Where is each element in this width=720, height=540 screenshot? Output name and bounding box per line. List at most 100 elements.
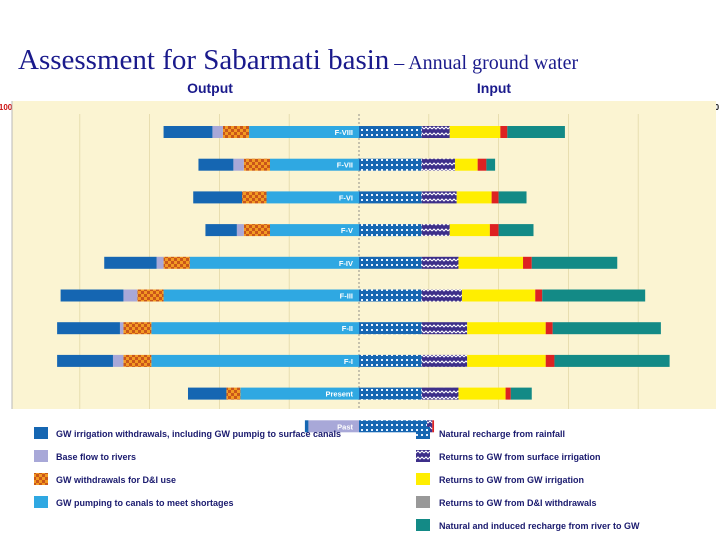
- legend-label: Returns to GW from D&I withdrawals: [439, 498, 597, 508]
- bar-segment-input: [461, 289, 536, 302]
- bar-segment-output: [308, 420, 359, 433]
- bar-segment-input: [421, 289, 462, 302]
- bar-segment-output: [243, 158, 271, 171]
- bar-segment-input: [359, 126, 422, 138]
- bar-segment-output: [233, 158, 244, 171]
- bar-segment-output: [242, 191, 267, 204]
- legend: GW irrigation withdrawals, including GW …: [34, 427, 640, 531]
- bar-segment-input: [489, 224, 499, 237]
- legend-label: Returns to GW from GW irrigation: [439, 475, 584, 485]
- bar-segment-input: [545, 322, 553, 335]
- legend-label: GW pumping to canals to meet shortages: [56, 498, 234, 508]
- legend-swatch: [34, 496, 48, 508]
- bar-segment-output: [151, 322, 359, 335]
- bar-segment-input: [449, 126, 501, 138]
- bar-segment-output: [198, 158, 234, 171]
- bar-segment-output: [270, 224, 359, 237]
- bar-segment-output: [189, 256, 359, 269]
- bar-segment-output: [193, 191, 243, 204]
- bar-segment-input: [507, 126, 565, 138]
- bar-segment-input: [421, 126, 450, 138]
- bar-segment-input: [554, 354, 670, 367]
- axis-headers: Output Input: [187, 80, 511, 96]
- bar-segment-output: [163, 256, 190, 269]
- category-label: F-IV: [339, 259, 353, 268]
- bar-segment-output: [104, 256, 157, 269]
- bar-segment-output: [137, 289, 164, 302]
- bar-segment-input: [421, 191, 457, 204]
- slide-title: Assessment for Sabarmati basin – Annual …: [18, 44, 578, 77]
- bar-segment-input: [449, 224, 490, 237]
- bar-segment-output: [123, 322, 152, 335]
- bar-segment-output: [119, 322, 124, 335]
- bar-segment-output: [226, 387, 241, 400]
- bar-segment-input: [421, 256, 459, 269]
- bar-segment-input: [486, 158, 496, 171]
- bar-segment-input: [421, 354, 468, 367]
- bar-segment-output: [304, 420, 309, 433]
- category-label: F-VII: [337, 161, 353, 170]
- bars: F-VIII F-VII F-VI F-V F-IV F-III F-II F-I Presen…: [57, 126, 670, 433]
- bar-segment-input: [421, 322, 468, 335]
- bar-segment-output: [123, 289, 138, 302]
- bar-segment-input: [552, 322, 661, 335]
- bar-segment-input: [454, 158, 478, 171]
- category-label: F-I: [344, 357, 353, 366]
- bar-segment-input: [542, 289, 646, 302]
- legend-swatch: [416, 450, 430, 462]
- legend-label: Returns to GW from surface irrigation: [439, 452, 601, 462]
- bar-segment-input: [359, 256, 422, 269]
- bar-segment-input: [456, 191, 492, 204]
- bar-segment-output: [266, 191, 359, 204]
- bar-segment-input: [359, 322, 422, 335]
- bar-segment-input: [359, 289, 422, 302]
- bar-segment-input: [498, 224, 534, 237]
- bar-segment-input: [421, 224, 450, 237]
- bar-segment-input: [545, 354, 555, 367]
- bar-segment-output: [243, 224, 271, 237]
- tick-label-output: 10000: [0, 103, 22, 112]
- groundwater-balance-chart: Output Input 100008000600040002000020004…: [0, 80, 720, 531]
- bar-segment-input: [359, 387, 422, 400]
- bar-segment-output: [270, 158, 359, 171]
- category-label: F-III: [340, 292, 353, 301]
- output-axis-title: Output: [187, 80, 233, 96]
- bar-segment-input: [535, 289, 543, 302]
- bar-segment-output: [151, 354, 359, 367]
- legend-swatch: [416, 473, 430, 485]
- bar-segment-input: [458, 256, 524, 269]
- legend-swatch: [416, 519, 430, 531]
- category-label: Present: [325, 390, 353, 399]
- legend-swatch: [34, 473, 48, 485]
- legend-label: Natural and induced recharge from river …: [439, 521, 640, 531]
- bar-segment-input: [531, 256, 618, 269]
- legend-swatch: [416, 496, 430, 508]
- title-main: Assessment for Sabarmati basin: [18, 44, 390, 76]
- bar-segment-input: [467, 354, 546, 367]
- bar-segment-input: [421, 158, 455, 171]
- bar-segment-output: [57, 322, 120, 335]
- bar-segment-input: [359, 420, 428, 433]
- title-subtitle: – Annual ground water: [389, 52, 579, 74]
- bar-segment-output: [163, 289, 359, 302]
- bar-segment-input: [477, 158, 487, 171]
- bar-segment-input: [523, 256, 532, 269]
- bar-segment-output: [212, 126, 223, 138]
- bar-segment-input: [491, 191, 499, 204]
- category-label: Past: [337, 422, 353, 431]
- bar-segment-input: [359, 354, 422, 367]
- bar-segment-input: [500, 126, 508, 138]
- bar-segment-output: [123, 354, 152, 367]
- bar-segment-input: [432, 420, 435, 433]
- bar-segment-input: [498, 191, 527, 204]
- legend-label: GW withdrawals for D&I use: [56, 475, 176, 485]
- bar-segment-input: [359, 191, 422, 204]
- bar-segment-input: [458, 387, 506, 400]
- bar-segment-input: [467, 322, 546, 335]
- bar-segment-input: [427, 420, 433, 433]
- bar-segment-output: [187, 387, 227, 400]
- legend-label: Natural recharge from rainfall: [439, 429, 565, 439]
- legend-swatch: [416, 427, 430, 439]
- bar-segment-output: [57, 354, 113, 367]
- bar-segment-output: [112, 354, 124, 367]
